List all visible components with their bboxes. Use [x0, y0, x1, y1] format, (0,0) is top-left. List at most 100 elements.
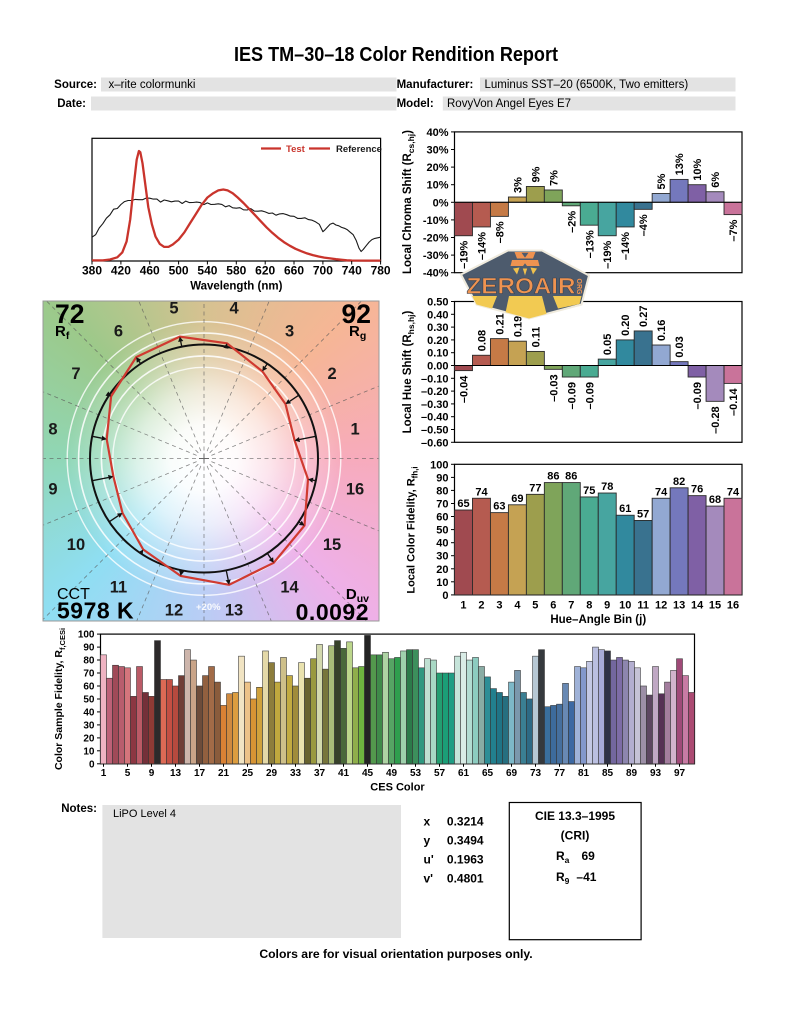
- svg-text:CIE 13.3–1995: CIE 13.3–1995: [535, 809, 615, 823]
- svg-text:y: y: [424, 834, 431, 848]
- svg-text:0.16: 0.16: [656, 320, 668, 341]
- svg-text:380: 380: [82, 264, 102, 278]
- svg-text:Date:: Date:: [57, 98, 86, 110]
- svg-text:93: 93: [650, 768, 662, 779]
- svg-text:30%: 30%: [426, 145, 448, 157]
- svg-text:21: 21: [218, 768, 230, 779]
- svg-text:Model:: Model:: [397, 98, 434, 110]
- svg-text:0: 0: [442, 590, 448, 602]
- svg-text:90: 90: [436, 472, 448, 484]
- svg-text:72: 72: [55, 299, 84, 329]
- svg-text:780: 780: [371, 264, 391, 278]
- svg-text:74: 74: [475, 486, 488, 498]
- svg-text:–0.04: –0.04: [458, 375, 470, 403]
- svg-text:500: 500: [169, 264, 189, 278]
- svg-text:0.03: 0.03: [674, 336, 686, 357]
- svg-text:0.19: 0.19: [512, 316, 524, 337]
- svg-text:10%: 10%: [426, 180, 448, 192]
- svg-text:61: 61: [458, 768, 470, 779]
- svg-text:1: 1: [460, 600, 466, 612]
- svg-text:86: 86: [565, 471, 577, 483]
- svg-text:-30%: -30%: [423, 250, 449, 262]
- svg-text:–0.09: –0.09: [692, 382, 704, 410]
- svg-text:0.50: 0.50: [427, 297, 448, 309]
- svg-text:4: 4: [229, 299, 239, 317]
- svg-text:40: 40: [83, 707, 95, 718]
- svg-text:13%: 13%: [674, 153, 686, 175]
- svg-text:0.40: 0.40: [427, 309, 448, 321]
- svg-text:0.3494: 0.3494: [447, 834, 484, 848]
- svg-text:0%: 0%: [433, 197, 449, 209]
- svg-text:0.1963: 0.1963: [447, 853, 484, 867]
- svg-text:85: 85: [602, 768, 614, 779]
- svg-text:9%: 9%: [530, 166, 542, 182]
- svg-text:LiPO Level 4: LiPO Level 4: [113, 808, 176, 820]
- svg-text:41: 41: [338, 768, 350, 779]
- svg-text:8: 8: [48, 420, 57, 438]
- svg-text:11: 11: [637, 600, 649, 612]
- svg-text:700: 700: [313, 264, 333, 278]
- svg-text:3: 3: [496, 600, 502, 612]
- svg-text:2: 2: [327, 365, 336, 383]
- svg-text:–41: –41: [576, 870, 596, 884]
- svg-text:30: 30: [83, 720, 95, 731]
- svg-text:57: 57: [637, 508, 649, 520]
- svg-text:420: 420: [111, 264, 131, 278]
- svg-text:0.10: 0.10: [427, 348, 448, 360]
- svg-text:65: 65: [457, 498, 469, 510]
- svg-text:0.08: 0.08: [476, 330, 488, 351]
- svg-text:57: 57: [434, 768, 446, 779]
- svg-text:1: 1: [101, 768, 107, 779]
- svg-text:–7%: –7%: [728, 219, 740, 241]
- svg-text:Local Chroma Shift (Rcs,hj): Local Chroma Shift (Rcs,hj): [402, 130, 416, 274]
- svg-text:15: 15: [709, 600, 721, 612]
- svg-text:20: 20: [83, 733, 95, 744]
- svg-text:69: 69: [506, 768, 518, 779]
- svg-text:0.30: 0.30: [427, 322, 448, 334]
- svg-text:x: x: [424, 815, 431, 829]
- svg-text:–19%: –19%: [602, 241, 614, 269]
- svg-text:100: 100: [430, 459, 448, 471]
- svg-text:77: 77: [529, 482, 541, 494]
- svg-text:5: 5: [125, 768, 131, 779]
- svg-text:–0.28: –0.28: [710, 406, 722, 434]
- svg-text:82: 82: [673, 476, 685, 488]
- svg-text:97: 97: [674, 768, 686, 779]
- svg-text:0.4801: 0.4801: [447, 872, 484, 886]
- svg-text:77: 77: [554, 768, 566, 779]
- svg-text:–0.03: –0.03: [548, 374, 560, 402]
- svg-text:86: 86: [547, 471, 559, 483]
- svg-text:74: 74: [727, 486, 740, 498]
- svg-text:14: 14: [691, 600, 704, 612]
- svg-text:12: 12: [165, 602, 183, 620]
- svg-text:–2%: –2%: [566, 211, 578, 233]
- svg-text:2: 2: [478, 600, 484, 612]
- svg-text:–8%: –8%: [494, 221, 506, 243]
- svg-text:x–rite colormunki: x–rite colormunki: [109, 79, 196, 91]
- svg-text:–14%: –14%: [476, 232, 488, 260]
- svg-text:Test: Test: [286, 144, 306, 155]
- svg-text:Notes:: Notes:: [61, 803, 97, 815]
- svg-text:5: 5: [169, 299, 178, 317]
- svg-text:3: 3: [285, 322, 294, 340]
- svg-text:5978 K: 5978 K: [57, 598, 134, 624]
- svg-text:+20%: +20%: [196, 602, 221, 613]
- svg-text:40: 40: [436, 538, 448, 550]
- svg-text:10%: 10%: [692, 158, 704, 180]
- svg-text:90: 90: [83, 643, 95, 654]
- svg-text:1: 1: [350, 420, 359, 438]
- svg-text:5%: 5%: [656, 173, 668, 189]
- svg-text:620: 620: [255, 264, 275, 278]
- svg-text:37: 37: [314, 768, 326, 779]
- svg-text:10: 10: [83, 746, 95, 757]
- svg-text:74: 74: [655, 486, 668, 498]
- svg-text:80: 80: [83, 656, 95, 667]
- svg-text:0.11: 0.11: [530, 327, 542, 348]
- svg-text:68: 68: [709, 494, 721, 506]
- svg-text:40%: 40%: [426, 127, 448, 139]
- svg-text:13: 13: [673, 600, 685, 612]
- svg-text:–0.20: –0.20: [421, 386, 449, 398]
- svg-text:14: 14: [280, 579, 299, 597]
- svg-text:R9: R9: [556, 870, 570, 886]
- svg-text:Local Color Fidelity, Rfh,i: Local Color Fidelity, Rfh,i: [406, 466, 420, 593]
